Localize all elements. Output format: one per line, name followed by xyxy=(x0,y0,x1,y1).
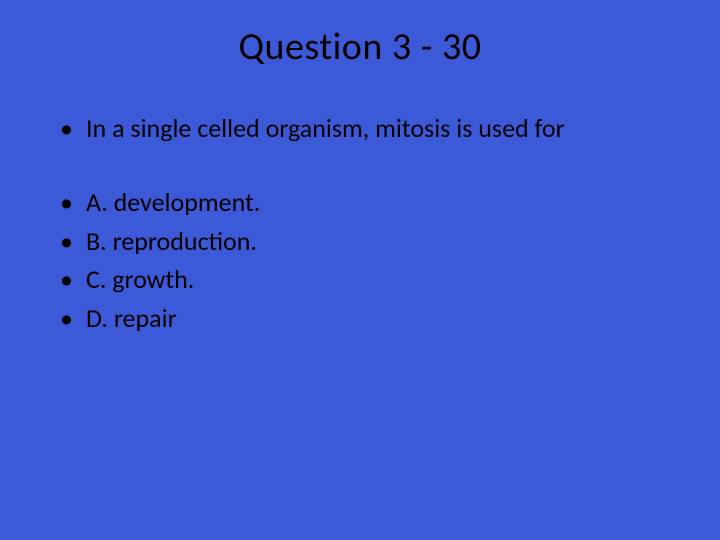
option-d: D. repair xyxy=(50,300,670,336)
spacer xyxy=(50,148,670,184)
slide: Question 3 - 30 In a single celled organ… xyxy=(0,0,720,540)
option-c: C. growth. xyxy=(50,261,670,297)
slide-title: Question 3 - 30 xyxy=(50,24,670,70)
options-list: A. development. B. reproduction. C. grow… xyxy=(50,184,670,336)
option-b: B. reproduction. xyxy=(50,223,670,259)
option-a: A. development. xyxy=(50,184,670,220)
slide-content: In a single celled organism, mitosis is … xyxy=(50,110,670,336)
bullet-list: In a single celled organism, mitosis is … xyxy=(50,110,670,146)
question-text: In a single celled organism, mitosis is … xyxy=(50,110,670,146)
